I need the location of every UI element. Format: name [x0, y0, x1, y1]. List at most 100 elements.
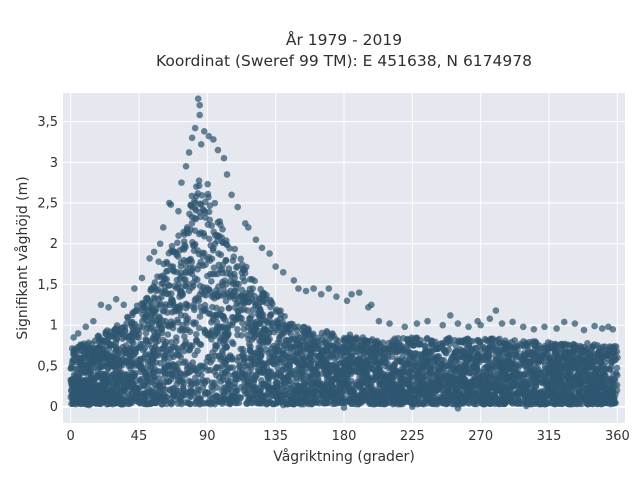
- data-point: [213, 304, 220, 312]
- data-point: [148, 352, 155, 360]
- data-point: [173, 351, 181, 358]
- data-point: [248, 375, 255, 382]
- data-point: [193, 379, 200, 387]
- data-point: [174, 239, 181, 247]
- data-point: [240, 306, 248, 313]
- data-point: [183, 262, 190, 270]
- data-point: [228, 356, 236, 363]
- data-point: [190, 247, 198, 254]
- data-point: [208, 278, 215, 285]
- data-point: [401, 396, 408, 403]
- data-point: [256, 398, 264, 406]
- data-point: [398, 365, 406, 372]
- data-point: [423, 356, 430, 364]
- data-point: [308, 357, 316, 364]
- data-point: [304, 325, 312, 332]
- data-point: [326, 381, 334, 389]
- data-point: [142, 329, 150, 337]
- data-point: [201, 327, 209, 335]
- data-point: [413, 366, 420, 374]
- data-point: [183, 301, 191, 309]
- data-point: [393, 357, 401, 365]
- data-point: [201, 389, 209, 396]
- data-point: [247, 289, 255, 297]
- data-point: [407, 336, 415, 343]
- data-point: [434, 345, 441, 353]
- data-point: [191, 275, 199, 282]
- data-point: [244, 361, 251, 369]
- data-point: [95, 332, 102, 340]
- data-point: [267, 325, 275, 333]
- data-point: [185, 229, 193, 237]
- data-point: [381, 376, 389, 383]
- data-point: [347, 355, 355, 362]
- data-point: [324, 347, 331, 354]
- data-point: [238, 292, 245, 300]
- data-point: [203, 284, 211, 292]
- data-point: [531, 350, 539, 358]
- data-point: [587, 351, 594, 358]
- data-point: [214, 233, 221, 240]
- data-point: [611, 382, 618, 389]
- data-point: [220, 315, 227, 322]
- data-point: [389, 337, 397, 344]
- data-point: [432, 387, 440, 395]
- data-point: [219, 239, 227, 247]
- data-point: [406, 349, 414, 357]
- data-point: [479, 392, 486, 400]
- data-point: [191, 306, 198, 314]
- data-point: [222, 297, 230, 305]
- data-point: [263, 318, 270, 325]
- data-point: [162, 301, 170, 308]
- data-point: [217, 266, 224, 274]
- data-point: [175, 232, 182, 239]
- data-point: [428, 337, 435, 345]
- data-point: [327, 333, 335, 341]
- data-point: [196, 340, 204, 348]
- data-point: [327, 352, 335, 359]
- data-point: [508, 338, 516, 346]
- data-point: [224, 397, 231, 404]
- data-point: [184, 280, 192, 288]
- data-point: [487, 335, 495, 343]
- data-point: [223, 344, 230, 351]
- data-point: [96, 355, 103, 363]
- data-point: [260, 292, 268, 300]
- data-point: [144, 295, 152, 303]
- data-point: [198, 365, 206, 373]
- data-point: [121, 326, 129, 334]
- data-point: [389, 378, 396, 385]
- data-point: [408, 366, 415, 373]
- data-point: [108, 359, 115, 367]
- data-point: [257, 285, 264, 293]
- data-point: [421, 343, 429, 350]
- data-point: [587, 391, 595, 399]
- data-point: [166, 354, 174, 362]
- data-point: [396, 400, 404, 408]
- data-point: [94, 382, 102, 390]
- data-point: [77, 392, 85, 400]
- data-point: [473, 344, 480, 352]
- data-point: [220, 384, 227, 392]
- data-point: [109, 399, 117, 406]
- data-point: [168, 338, 175, 346]
- data-point: [608, 376, 616, 384]
- data-point: [166, 345, 173, 353]
- data-point: [512, 363, 520, 371]
- data-point: [501, 349, 509, 357]
- data-point: [217, 353, 225, 361]
- data-point: [456, 360, 464, 368]
- data-point: [461, 389, 468, 397]
- data-point: [255, 327, 262, 335]
- data-point: [267, 303, 274, 311]
- data-point: [530, 366, 538, 374]
- data-point: [211, 199, 219, 207]
- data-point: [534, 400, 542, 407]
- data-point: [124, 390, 132, 398]
- data-point: [101, 351, 109, 358]
- data-point: [297, 399, 305, 406]
- data-point: [366, 348, 374, 356]
- data-point: [299, 327, 306, 335]
- data-point: [576, 379, 584, 386]
- data-point: [438, 356, 445, 364]
